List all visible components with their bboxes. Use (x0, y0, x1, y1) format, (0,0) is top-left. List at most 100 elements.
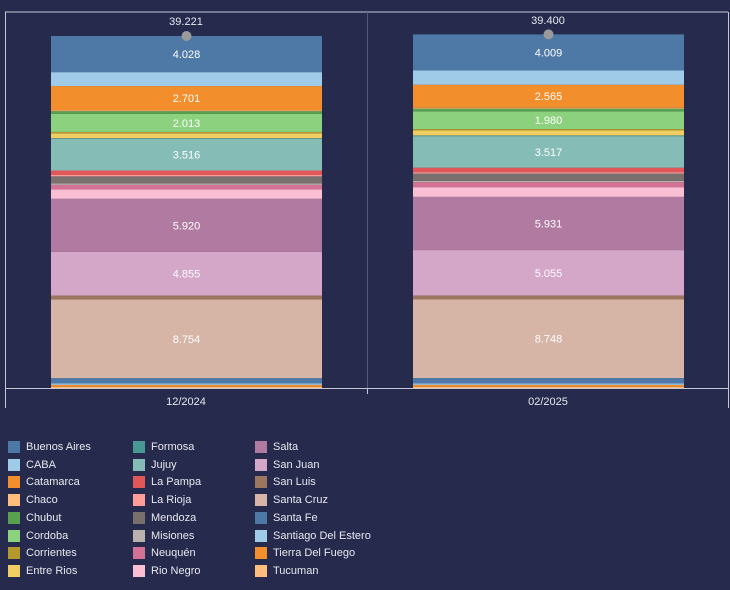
legend-item[interactable]: Tucuman (255, 563, 318, 579)
bar-segment-san-luis[interactable] (413, 295, 684, 300)
bar-segment-cordoba[interactable] (51, 113, 322, 132)
bar-segment-mendoza[interactable] (51, 176, 322, 184)
legend-item[interactable]: Chaco (8, 492, 58, 508)
bar-segment-corrientes[interactable] (413, 129, 684, 131)
legend-item[interactable]: Neuquén (133, 545, 196, 561)
legend-item[interactable]: Santiago Del Estero (255, 528, 371, 544)
bar-segment-san-luis[interactable] (51, 295, 322, 300)
bar-segment-jujuy[interactable] (51, 138, 322, 171)
legend-item[interactable]: Misiones (133, 528, 194, 544)
legend-label: Tucuman (273, 564, 319, 577)
legend-swatch (133, 564, 145, 577)
bar-segment-rio-negro[interactable] (51, 189, 322, 199)
bar-segment-jujuy[interactable] (413, 136, 684, 168)
legend-swatch (255, 547, 267, 560)
legend-item[interactable]: Rio Negro (133, 563, 201, 579)
bar-segment-san-juan[interactable] (413, 250, 684, 296)
data-label: 4.855 (173, 269, 201, 281)
bar-segment-neuquén[interactable] (51, 184, 322, 190)
legend-label: Santa Fe (273, 511, 318, 524)
bar-segment-catamarca[interactable] (51, 86, 322, 111)
legend-label: Tierra Del Fuego (273, 547, 356, 560)
bar-segment-cordoba[interactable] (413, 111, 684, 130)
legend-label: Neuquén (151, 547, 196, 560)
bar-segment-catamarca[interactable] (413, 84, 684, 108)
bar-segment-chaco[interactable] (51, 110, 322, 112)
bar-segment-santa-cruz[interactable] (51, 299, 322, 379)
legend-item[interactable]: San Luis (255, 474, 316, 490)
legend-item[interactable]: La Pampa (133, 474, 201, 490)
legend-item[interactable]: La Rioja (133, 492, 191, 508)
bar-segment-santiago-del-estero[interactable] (51, 383, 322, 385)
legend-swatch (133, 547, 145, 560)
legend-item[interactable]: Mendoza (133, 510, 196, 526)
legend-item[interactable]: Formosa (133, 439, 194, 455)
bar-segment-santa-cruz[interactable] (413, 299, 684, 378)
legend-item[interactable]: Cordoba (8, 528, 68, 544)
legend-swatch (133, 511, 145, 524)
data-label: 5.931 (535, 218, 563, 230)
bar-segment-la-pampa[interactable] (51, 170, 322, 176)
stacked-bar-chart: 8.754 4.855 5.920 3.516 2.013 2.701 4.028 8.748… (5, 11, 729, 408)
bar-segment-entre-rios[interactable] (413, 130, 684, 136)
bar-segment-formosa[interactable] (413, 135, 684, 137)
legend-swatch (255, 458, 267, 471)
legend-item[interactable]: San Juan (255, 457, 319, 473)
bar-segment-caba[interactable] (413, 70, 684, 85)
legend-swatch (8, 476, 20, 489)
legend-label: Salta (273, 441, 299, 453)
bar-segment-neuquén[interactable] (413, 182, 684, 188)
bar-segment-santiago-del-estero[interactable] (413, 383, 684, 385)
bar-segment-la-pampa[interactable] (413, 167, 684, 173)
bar-segment-mendoza[interactable] (413, 173, 684, 181)
bar-segment-caba[interactable] (51, 72, 322, 87)
legend-item[interactable]: Chubut (8, 510, 61, 526)
bar-segment-salta[interactable] (51, 198, 322, 252)
bar-segment-la-rioja[interactable] (51, 175, 322, 177)
total-marker (543, 29, 554, 40)
bar-segment-buenos-aires[interactable] (51, 36, 322, 73)
bar-segment-formosa[interactable] (51, 138, 322, 140)
bar-segment-tucuman[interactable] (51, 386, 322, 388)
bar-segment-la-rioja[interactable] (413, 172, 684, 174)
legend-item[interactable]: Santa Cruz (255, 492, 328, 508)
legend-item[interactable]: Tierra Del Fuego (255, 545, 355, 561)
bar-segment-chaco[interactable] (413, 107, 684, 109)
bar-segment-tierra-del-fuego[interactable] (51, 384, 322, 387)
data-label: 4.009 (535, 47, 563, 59)
bar-segment-misiones[interactable] (51, 183, 322, 185)
legend-label: Formosa (151, 441, 195, 453)
bar-segment-tucuman[interactable] (413, 386, 684, 388)
data-label: 3.517 (535, 147, 563, 159)
bar-segment-chubut[interactable] (413, 108, 684, 112)
bar-segment-salta[interactable] (413, 196, 684, 251)
legend-label: Jujuy (151, 458, 177, 471)
legend-label: Mendoza (151, 511, 197, 524)
data-label: 5.920 (173, 220, 201, 232)
legend-swatch (8, 564, 20, 577)
bar-segment-santa-fe[interactable] (51, 378, 322, 384)
legend-swatch (133, 494, 145, 507)
bar-segment-misiones[interactable] (413, 180, 684, 183)
bar-segment-entre-rios[interactable] (51, 133, 322, 139)
bar-segment-san-juan[interactable] (51, 251, 322, 296)
legend-item[interactable]: Buenos Aires (8, 439, 91, 455)
legend-item[interactable]: Santa Fe (255, 510, 318, 526)
legend-label: Catamarca (26, 476, 80, 489)
bar-segment-santa-fe[interactable] (413, 377, 684, 384)
legend-item[interactable]: Entre Rios (8, 563, 77, 579)
bar-segment-rio-negro[interactable] (413, 187, 684, 197)
legend-label: Rio Negro (151, 564, 201, 577)
bar-segment-corrientes[interactable] (51, 131, 322, 134)
data-label: 4.028 (173, 49, 201, 61)
legend-item[interactable]: Corrientes (8, 545, 77, 561)
legend-item[interactable]: Jujuy (133, 457, 177, 473)
x-tick-label: 12/2024 (166, 396, 206, 408)
legend-item[interactable]: Salta (255, 439, 298, 455)
legend-item[interactable]: CABA (8, 457, 56, 473)
bar-segment-buenos-aires[interactable] (413, 34, 684, 71)
legend: Buenos Aires CABA Catamarca Chaco Chubut Cord… (8, 439, 728, 584)
legend-item[interactable]: Catamarca (8, 474, 80, 490)
bar-segment-chubut[interactable] (51, 111, 322, 114)
bar-segment-tierra-del-fuego[interactable] (413, 384, 684, 387)
